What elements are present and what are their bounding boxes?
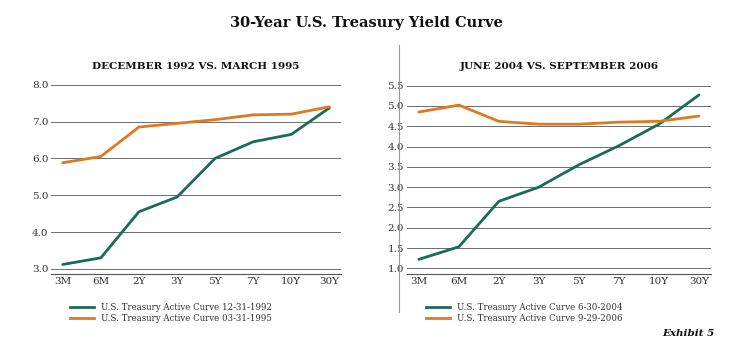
Legend: U.S. Treasury Active Curve 12-31-1992, U.S. Treasury Active Curve 03-31-1995: U.S. Treasury Active Curve 12-31-1992, U…	[70, 303, 272, 323]
Legend: U.S. Treasury Active Curve 6-30-2004, U.S. Treasury Active Curve 9-29-2006: U.S. Treasury Active Curve 6-30-2004, U.…	[427, 303, 623, 323]
Title: DECEMBER 1992 VS. MARCH 1995: DECEMBER 1992 VS. MARCH 1995	[92, 61, 300, 71]
Text: 30-Year U.S. Treasury Yield Curve: 30-Year U.S. Treasury Yield Curve	[230, 16, 503, 30]
Text: Exhibit 5: Exhibit 5	[663, 329, 715, 338]
Title: JUNE 2004 VS. SEPTEMBER 2006: JUNE 2004 VS. SEPTEMBER 2006	[460, 61, 658, 71]
